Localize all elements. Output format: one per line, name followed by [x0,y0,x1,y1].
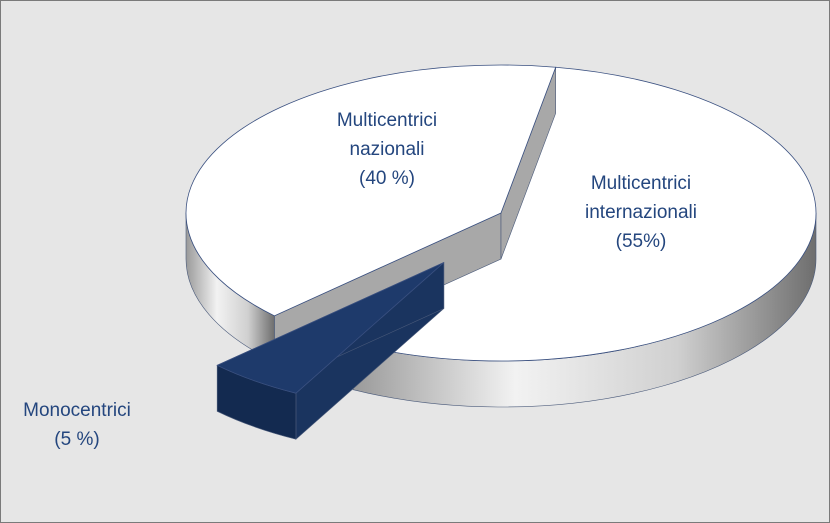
slice-label: Multicentrici internazionali (55%) [551,169,731,256]
pie-slice [216,262,445,394]
slice-label: Multicentrici nazionali (40 %) [312,106,462,193]
pie-slice [352,66,817,362]
value-label: (40 %) [359,168,415,189]
category-label: Multicentrici internazionali [585,173,697,223]
category-label: Multicentrici nazionali [336,110,438,160]
value-label: (55%) [615,231,667,252]
pie-slice [185,64,557,317]
value-label: (5 %) [54,429,100,450]
category-label: Monocentrici [23,400,131,421]
slice-label: Monocentrici (5 %) [2,396,152,454]
